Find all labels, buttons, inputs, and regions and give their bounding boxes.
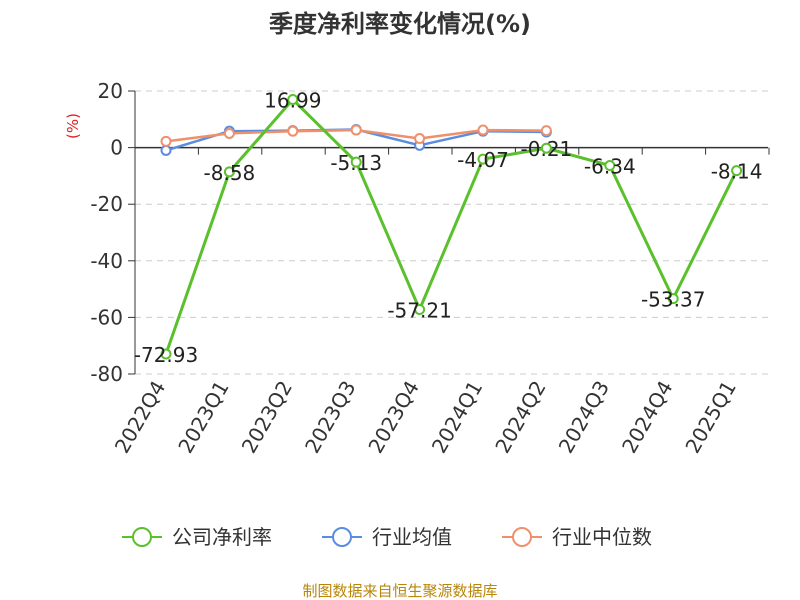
legend-item-company[interactable]: 公司净利率: [122, 525, 272, 549]
data-label: -5.13: [330, 151, 382, 175]
x-tick-labels: 2022Q4 2023Q1 2023Q2 2023Q3 2023Q4 2024Q1 2024…: [110, 377, 741, 458]
y-tick-label: 0: [110, 136, 123, 160]
y-tick-label: 20: [98, 79, 123, 103]
data-source-note: 制图数据来自恒生聚源数据库: [302, 582, 497, 600]
x-tick-label: 2024Q3: [554, 377, 614, 458]
series-line-0: [164, 98, 738, 355]
series-0-point[interactable]: [160, 348, 172, 360]
data-label: -72.93: [134, 343, 198, 367]
series-0-point[interactable]: [287, 94, 299, 106]
series-1-point[interactable]: [160, 144, 172, 156]
data-label: -6.34: [584, 155, 636, 179]
legend-item-industry-median[interactable]: 行业中位数: [502, 525, 652, 549]
series-0-point[interactable]: [667, 293, 679, 305]
y-tick-label: -80: [90, 362, 123, 386]
series-0-point[interactable]: [477, 153, 489, 165]
series-2-point[interactable]: [350, 124, 362, 136]
x-tick-label: 2025Q1: [680, 377, 740, 458]
series-lines: [160, 94, 743, 360]
data-label: -8.14: [711, 160, 763, 184]
series-2-point[interactable]: [160, 135, 172, 147]
data-label: -57.21: [387, 299, 451, 323]
y-tick-label: -40: [90, 249, 123, 273]
series-2-point[interactable]: [477, 124, 489, 136]
y-tick-label: -60: [90, 305, 123, 329]
series-2-point[interactable]: [287, 125, 299, 137]
legend-median-label: 行业中位数: [552, 525, 652, 549]
data-label: -8.58: [204, 161, 256, 185]
series-2-point[interactable]: [223, 127, 235, 139]
legend-mean-label: 行业均值: [372, 525, 452, 549]
x-tick-label: 2024Q1: [427, 377, 487, 458]
series-0-point[interactable]: [414, 304, 426, 316]
chart-title: 季度净利率变化情况(%): [269, 10, 531, 38]
x-tick-label: 2022Q4: [110, 377, 170, 458]
legend-company-label: 公司净利率: [172, 525, 272, 549]
series-2-point[interactable]: [414, 133, 426, 145]
data-label: 16.99: [264, 89, 321, 113]
x-tick-label: 2024Q4: [617, 377, 677, 458]
x-tick-label: 2023Q2: [237, 377, 297, 458]
y-tick-labels: 20 0 -20 -40 -60 -80: [90, 79, 123, 386]
legend-company-marker: [132, 527, 152, 547]
y-tick-label: -20: [90, 192, 123, 216]
legend: 公司净利率 行业均值 行业中位数: [122, 525, 652, 549]
data-label: -53.37: [641, 288, 705, 312]
series-0-point[interactable]: [350, 156, 362, 168]
x-tick-label: 2023Q4: [363, 377, 423, 458]
data-label: -4.07: [457, 148, 509, 172]
data-label: -0.21: [521, 137, 573, 161]
legend-item-industry-mean[interactable]: 行业均值: [322, 525, 452, 549]
x-tick-label: 2023Q1: [173, 377, 233, 458]
x-tick-label: 2024Q2: [490, 377, 550, 458]
x-tick-label: 2023Q3: [300, 377, 360, 458]
series-0-point[interactable]: [223, 166, 235, 178]
series-0-point[interactable]: [731, 165, 743, 177]
series-0-point[interactable]: [540, 142, 552, 154]
legend-median-marker: [512, 527, 532, 547]
series-0-point[interactable]: [604, 160, 616, 172]
y-axis-unit: (%): [64, 113, 82, 139]
series-2-point[interactable]: [540, 125, 552, 137]
legend-mean-marker: [332, 527, 352, 547]
data-labels: -72.93 -8.58 16.99 -5.13 -57.21 -4.07 -0.21 -6.…: [134, 89, 763, 367]
